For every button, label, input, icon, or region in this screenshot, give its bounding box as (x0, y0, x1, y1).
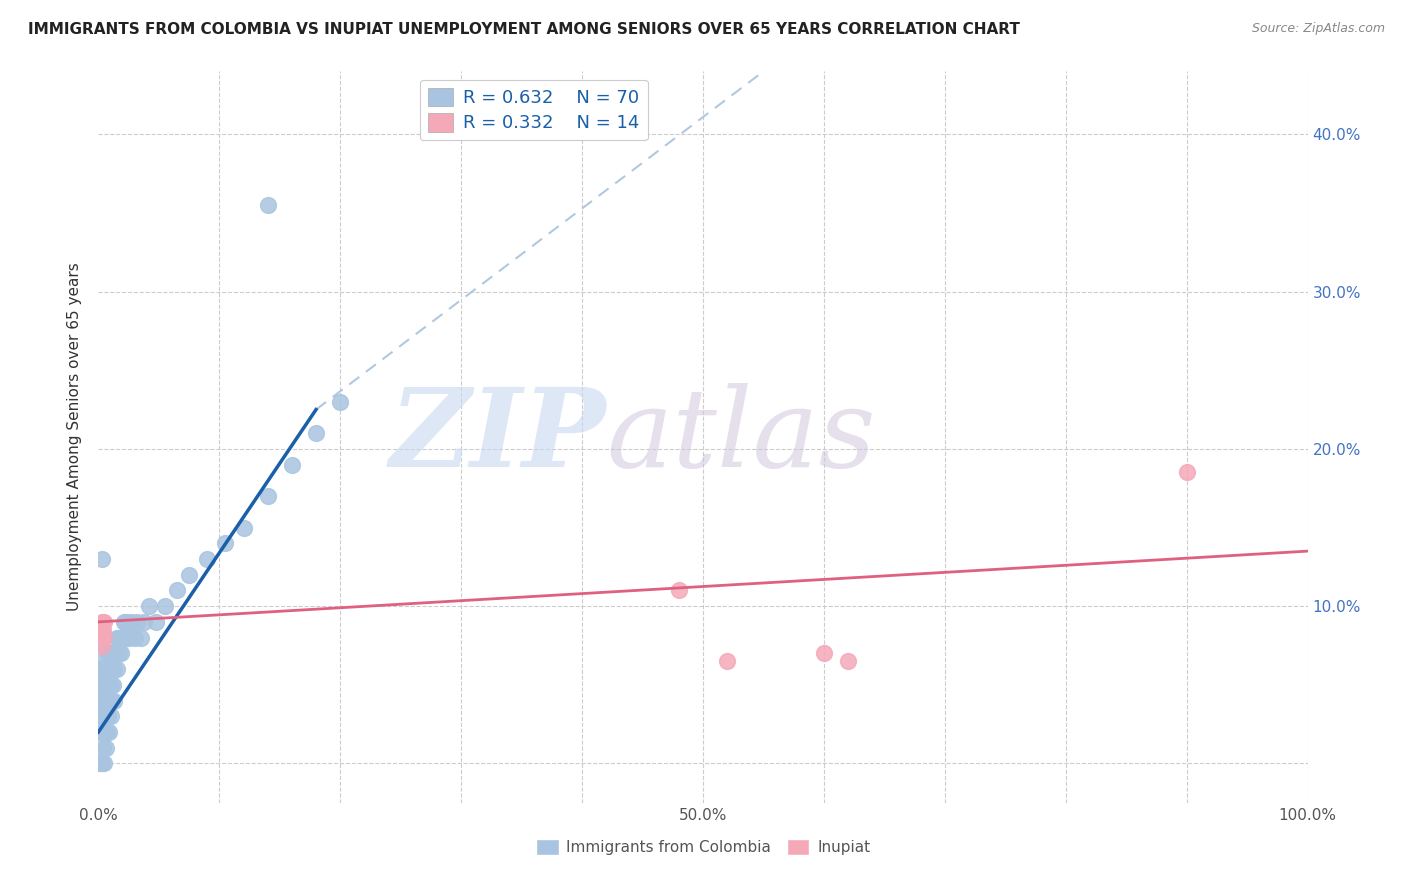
Point (1175, 466, 1198, 480)
Point (115, 615, 138, 629)
Point (305, 426, 328, 441)
Point (91, 709, 114, 723)
Point (93, 631, 115, 645)
Point (195, 552, 218, 566)
Point (138, 599, 160, 614)
Y-axis label: Unemployment Among Seniors over 65 years: Unemployment Among Seniors over 65 years (67, 263, 83, 611)
Point (120, 615, 142, 629)
Point (129, 631, 152, 645)
Point (100, 678, 122, 692)
Point (94, 740, 117, 755)
Point (90, 646, 112, 660)
Point (91, 725, 114, 739)
Point (93, 615, 115, 629)
Point (93, 693, 115, 707)
Point (90, 756, 112, 771)
Point (256, 198, 278, 212)
Point (103, 693, 125, 707)
Point (91, 662, 114, 676)
Point (91, 693, 114, 707)
Point (100, 693, 122, 707)
Point (91, 623, 114, 637)
Point (90, 623, 112, 637)
Point (100, 662, 122, 676)
Point (89, 756, 111, 771)
Point (94, 678, 117, 692)
Point (101, 646, 124, 660)
Point (281, 458, 304, 472)
Text: atlas: atlas (606, 384, 876, 491)
Point (134, 615, 156, 629)
Point (93, 725, 115, 739)
Point (153, 599, 176, 614)
Point (89, 618, 111, 632)
Point (111, 631, 134, 645)
Point (179, 567, 201, 582)
Point (100, 646, 122, 660)
Point (90, 678, 112, 692)
Point (124, 631, 146, 645)
Point (96, 725, 118, 739)
Point (89, 662, 111, 676)
Point (110, 646, 132, 660)
Point (107, 631, 129, 645)
Point (91, 756, 114, 771)
Point (232, 520, 254, 534)
Point (89, 725, 111, 739)
Point (214, 536, 236, 550)
Point (93, 662, 115, 676)
Point (112, 615, 135, 629)
Legend: Immigrants from Colombia, Inupiat: Immigrants from Colombia, Inupiat (530, 833, 876, 861)
Point (105, 662, 128, 676)
Point (96, 693, 118, 707)
Point (89, 693, 111, 707)
Point (91, 639, 114, 653)
Point (145, 615, 167, 629)
Point (329, 394, 352, 409)
Point (114, 631, 136, 645)
Point (90, 709, 112, 723)
Point (98, 693, 121, 707)
Text: Source: ZipAtlas.com: Source: ZipAtlas.com (1251, 22, 1385, 36)
Text: ZIP: ZIP (389, 384, 606, 491)
Point (127, 615, 149, 629)
Point (105, 631, 128, 645)
Point (104, 646, 127, 660)
Point (100, 709, 122, 723)
Point (91, 678, 114, 692)
Point (91, 552, 114, 566)
Point (166, 583, 188, 598)
Point (98, 725, 121, 739)
Point (91, 615, 114, 629)
Point (813, 646, 835, 660)
Point (93, 756, 115, 771)
Point (837, 654, 859, 668)
Point (96, 662, 118, 676)
Point (97, 678, 120, 692)
Point (94, 709, 117, 723)
Point (716, 654, 738, 668)
Point (101, 678, 124, 692)
Point (668, 583, 690, 598)
Point (90, 626, 112, 640)
Point (97, 646, 120, 660)
Point (108, 631, 131, 645)
Point (89, 623, 111, 637)
Point (108, 646, 131, 660)
Point (103, 662, 125, 676)
Point (91, 740, 114, 755)
Point (118, 631, 141, 645)
Point (97, 709, 120, 723)
Point (256, 489, 278, 503)
Text: IMMIGRANTS FROM COLOMBIA VS INUPIAT UNEMPLOYMENT AMONG SENIORS OVER 65 YEARS COR: IMMIGRANTS FROM COLOMBIA VS INUPIAT UNEM… (28, 22, 1019, 37)
